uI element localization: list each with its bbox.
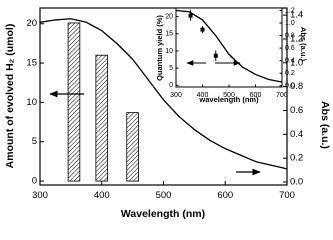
y2-tick-label: 0.0	[290, 177, 303, 188]
x-tick-label: 500	[156, 190, 172, 201]
y-tick-label: 20	[165, 13, 173, 20]
y-tick-label: 5	[32, 136, 37, 147]
y2-tick-label: 1.0	[285, 20, 295, 27]
y2-tick-label: 1.2	[290, 34, 303, 45]
inset-frame	[175, 7, 283, 88]
y2-tick-label: 0.4	[285, 58, 295, 65]
y2-tick-label: 1.4	[290, 10, 303, 21]
y-tick-label: 0	[32, 176, 37, 187]
y-tick-label: 20	[26, 18, 37, 29]
y2-tick-label: 0.2	[285, 70, 295, 77]
y2-tick-label: 1.2	[285, 7, 295, 14]
y2-axis-label: Abs (a.u.)	[319, 101, 331, 149]
x-tick-label: 700	[276, 92, 288, 99]
bar	[126, 112, 139, 182]
inset-x-axis-label: wavelength (nm)	[198, 95, 259, 104]
x-tick-label: 600	[217, 190, 233, 201]
data-point	[200, 27, 205, 32]
x-tick-label: 500	[223, 92, 235, 99]
chart: 300 400 500 600 700051015200.00.20.40.60.81.…	[4, 7, 331, 220]
bar	[95, 54, 109, 182]
x-tick-label: 400	[94, 190, 110, 201]
data-point	[188, 13, 193, 18]
y-tick-label: 0	[169, 82, 173, 89]
x-axis-label: Wavelength (nm)	[121, 208, 205, 220]
y2-tick-label: 0.6	[290, 105, 303, 116]
x-tick-label: 300	[170, 92, 182, 99]
y-tick-label: 10	[165, 48, 173, 55]
y2-tick-label: 0.0	[285, 83, 295, 90]
inset-chart: 300 400 500 600 700 0 5 10 15 20 0.0 0.2 0.4 0.6 0.8 1.…	[165, 7, 295, 98]
x-tick-label: 700	[279, 190, 295, 201]
y2-tick-label: 0.8	[290, 81, 303, 92]
line	[39, 18, 288, 170]
y2-tick-label: 1.0	[290, 57, 303, 68]
inset-y-axis-label: Quantum yield (%)	[155, 15, 164, 81]
y2-tick-label: 0.4	[290, 129, 303, 140]
y-tick-label: 5	[169, 65, 173, 72]
main-chart: 300 400 500 600 700051015200.00.20.40.60.81.…	[26, 10, 303, 201]
y-tick-label: 15	[26, 58, 37, 69]
data-point	[213, 53, 218, 58]
bar	[67, 22, 81, 182]
line	[175, 9, 283, 83]
x-tick-label: 300	[32, 190, 48, 201]
y-tick-label: 15	[165, 31, 173, 38]
y2-tick-label: 0.8	[285, 32, 295, 39]
y2-tick-label: 0.2	[290, 153, 303, 164]
inset-y2-axis-label: Abs (a.u.)	[299, 27, 308, 62]
y-axis-label: Amount of evolved H₂ (umol)	[4, 24, 16, 169]
y2-tick-label: 0.6	[285, 45, 295, 52]
x-tick-label: 600	[250, 92, 262, 99]
y-tick-label: 10	[26, 97, 37, 108]
x-tick-label: 400	[197, 92, 209, 99]
